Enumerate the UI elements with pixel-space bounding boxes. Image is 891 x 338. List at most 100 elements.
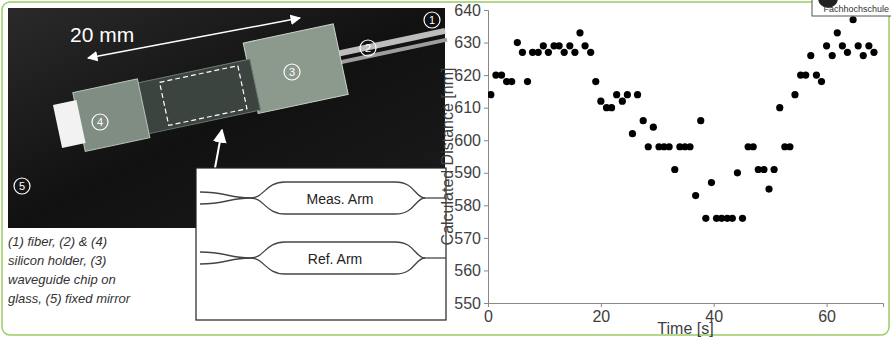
y-axis: 550560570580590600610620630640	[454, 2, 488, 312]
label-box	[296, 189, 384, 209]
tick: 570	[454, 230, 488, 247]
tick: 60	[818, 303, 836, 325]
point	[855, 42, 862, 49]
logo-text: Fachhochschule	[823, 4, 889, 14]
x-axis-title: Time [s]	[657, 320, 713, 337]
point	[834, 29, 841, 36]
point	[508, 78, 515, 85]
tick-mark	[484, 10, 488, 11]
point	[697, 117, 704, 124]
tick-label: 580	[454, 197, 481, 214]
point	[770, 166, 777, 173]
tick-mark	[484, 238, 488, 239]
point	[734, 169, 741, 176]
device	[49, 2, 454, 156]
point	[823, 42, 830, 49]
fiber	[339, 38, 447, 65]
tick-mark	[488, 303, 489, 307]
point	[671, 166, 678, 173]
part-number-label: 4	[97, 116, 103, 128]
point	[829, 52, 836, 59]
pointer-arrow	[215, 130, 222, 168]
tick-mark	[484, 140, 488, 141]
tick-label: 640	[454, 2, 481, 19]
tick-label: 60	[818, 308, 836, 325]
tick-label: 600	[454, 132, 481, 149]
point	[802, 72, 809, 79]
point	[818, 78, 825, 85]
tick-label: 590	[454, 164, 481, 181]
points	[488, 16, 878, 222]
tick: 620	[454, 67, 488, 84]
tick: 590	[454, 164, 488, 181]
part-number-label: 3	[289, 66, 295, 78]
point	[587, 49, 594, 56]
tick-label: 630	[454, 34, 481, 51]
tick-label: 620	[454, 67, 481, 84]
point	[839, 42, 846, 49]
part-number-circle	[14, 178, 30, 194]
mirror	[53, 100, 86, 148]
tick-mark	[484, 173, 488, 174]
border	[2, 2, 889, 335]
tick-mark	[601, 303, 602, 307]
inset-label: Meas. Arm	[307, 191, 374, 207]
point	[629, 130, 636, 137]
point	[765, 185, 772, 192]
inset-box	[196, 168, 446, 320]
point	[776, 104, 783, 111]
point	[860, 52, 867, 59]
chip-outline	[160, 66, 247, 126]
point	[813, 72, 820, 79]
point	[650, 124, 657, 131]
chart: 5505605705805906006106206306400204060Cal…	[439, 2, 884, 337]
part-number-label: 1	[429, 14, 435, 26]
tick: 610	[454, 99, 488, 116]
point	[540, 42, 547, 49]
part-number: 4	[92, 114, 108, 130]
point	[739, 215, 746, 222]
point	[849, 16, 856, 23]
photo-background	[8, 8, 445, 228]
part-number-circle	[284, 64, 300, 80]
caption: waveguide chip on	[8, 272, 116, 287]
point	[613, 91, 620, 98]
point	[708, 179, 715, 186]
caption: glass, (5) fixed mirror	[8, 291, 131, 306]
part-number-circle	[360, 40, 376, 56]
point	[692, 192, 699, 199]
tick-mark	[484, 205, 488, 206]
point	[729, 215, 736, 222]
chip	[134, 59, 260, 134]
waveguide	[425, 257, 446, 258]
logo: Fachhochschule	[812, 0, 891, 16]
point	[488, 91, 494, 98]
inset: Meas. ArmRef. Arm	[196, 168, 446, 320]
tick: 20	[592, 303, 610, 325]
part-number-circle	[424, 12, 440, 28]
tick-label: 20	[592, 308, 610, 325]
axis-line	[489, 304, 884, 308]
point	[844, 49, 851, 56]
part-number: 5	[14, 178, 30, 194]
point	[608, 104, 615, 111]
point	[666, 143, 673, 150]
point	[561, 49, 568, 56]
tick: 580	[454, 197, 488, 214]
label-box	[291, 249, 379, 269]
figure: 20 mm12345(1) fiber, (2) & (4)silicon ho…	[0, 0, 891, 338]
point	[865, 42, 872, 49]
tick-mark	[484, 303, 488, 304]
tick-label: 610	[454, 99, 481, 116]
tick-mark	[484, 270, 488, 271]
logo-box	[812, 0, 891, 16]
waveguide	[200, 192, 250, 198]
part-number: 1	[424, 12, 440, 28]
scale-label: 20 mm	[70, 23, 134, 46]
point	[545, 49, 552, 56]
y-axis-title: Calculated Distance [nm]	[439, 68, 456, 246]
tick-label: 560	[454, 262, 481, 279]
point	[686, 143, 693, 150]
point	[571, 49, 578, 56]
point	[760, 166, 767, 173]
